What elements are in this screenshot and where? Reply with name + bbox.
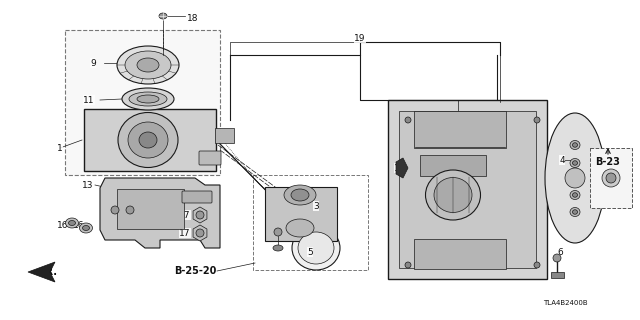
- Ellipse shape: [139, 132, 157, 148]
- Text: 16: 16: [57, 220, 68, 229]
- Bar: [253, 175, 368, 270]
- Ellipse shape: [68, 220, 76, 226]
- Text: 3: 3: [313, 202, 319, 211]
- Ellipse shape: [83, 226, 90, 230]
- Ellipse shape: [434, 178, 472, 212]
- Text: TLA4B2400B: TLA4B2400B: [543, 300, 588, 306]
- Ellipse shape: [545, 113, 605, 243]
- Ellipse shape: [284, 185, 316, 205]
- Ellipse shape: [111, 206, 119, 214]
- FancyBboxPatch shape: [182, 191, 212, 203]
- Text: 4: 4: [559, 156, 565, 164]
- FancyBboxPatch shape: [117, 189, 184, 229]
- Ellipse shape: [573, 143, 577, 147]
- Text: 9: 9: [90, 59, 96, 68]
- Ellipse shape: [573, 193, 577, 197]
- Ellipse shape: [570, 158, 580, 167]
- Text: 6: 6: [557, 247, 563, 257]
- Text: 13: 13: [83, 180, 93, 189]
- Ellipse shape: [196, 211, 204, 219]
- Ellipse shape: [129, 92, 167, 106]
- FancyBboxPatch shape: [414, 239, 506, 269]
- FancyBboxPatch shape: [414, 111, 506, 148]
- Text: 1: 1: [57, 143, 63, 153]
- FancyBboxPatch shape: [419, 155, 486, 175]
- Ellipse shape: [570, 190, 580, 199]
- Text: 15: 15: [394, 164, 406, 172]
- Ellipse shape: [273, 245, 283, 251]
- Ellipse shape: [602, 169, 620, 187]
- FancyBboxPatch shape: [199, 151, 221, 165]
- Text: 18: 18: [188, 13, 199, 22]
- Ellipse shape: [79, 223, 93, 233]
- Ellipse shape: [118, 113, 178, 167]
- Ellipse shape: [122, 88, 174, 110]
- Ellipse shape: [126, 206, 134, 214]
- Ellipse shape: [286, 219, 314, 237]
- Ellipse shape: [534, 262, 540, 268]
- Text: 17: 17: [179, 228, 191, 237]
- FancyBboxPatch shape: [214, 127, 234, 142]
- Text: B-23: B-23: [596, 157, 620, 167]
- Text: 19: 19: [355, 34, 365, 43]
- Ellipse shape: [137, 95, 159, 103]
- Text: 16: 16: [73, 220, 84, 229]
- Ellipse shape: [405, 262, 411, 268]
- Text: 5: 5: [307, 247, 313, 257]
- Ellipse shape: [405, 117, 411, 123]
- Ellipse shape: [292, 226, 340, 270]
- Text: 11: 11: [83, 95, 95, 105]
- Ellipse shape: [274, 228, 282, 236]
- Ellipse shape: [553, 254, 561, 262]
- Ellipse shape: [159, 13, 167, 19]
- Ellipse shape: [128, 122, 168, 158]
- Ellipse shape: [534, 117, 540, 123]
- Ellipse shape: [125, 51, 171, 79]
- Ellipse shape: [117, 46, 179, 84]
- Ellipse shape: [291, 189, 309, 201]
- FancyBboxPatch shape: [265, 187, 337, 241]
- Ellipse shape: [573, 210, 577, 214]
- Text: B-25-20: B-25-20: [174, 266, 216, 276]
- Ellipse shape: [570, 140, 580, 149]
- Ellipse shape: [573, 161, 577, 165]
- FancyBboxPatch shape: [84, 109, 216, 171]
- Ellipse shape: [606, 173, 616, 183]
- Ellipse shape: [298, 232, 334, 264]
- Text: 2: 2: [455, 125, 461, 134]
- Ellipse shape: [137, 58, 159, 72]
- FancyBboxPatch shape: [388, 100, 547, 279]
- Ellipse shape: [65, 218, 79, 228]
- FancyBboxPatch shape: [399, 111, 536, 268]
- Polygon shape: [28, 262, 55, 282]
- Ellipse shape: [426, 170, 481, 220]
- Bar: [65, 30, 220, 175]
- Bar: [590, 148, 632, 208]
- Ellipse shape: [196, 229, 204, 237]
- Text: 17: 17: [179, 211, 191, 220]
- Text: FR.: FR.: [39, 267, 57, 277]
- Ellipse shape: [570, 207, 580, 217]
- FancyBboxPatch shape: [550, 271, 563, 277]
- Ellipse shape: [565, 168, 585, 188]
- Polygon shape: [100, 178, 220, 248]
- Polygon shape: [396, 158, 408, 178]
